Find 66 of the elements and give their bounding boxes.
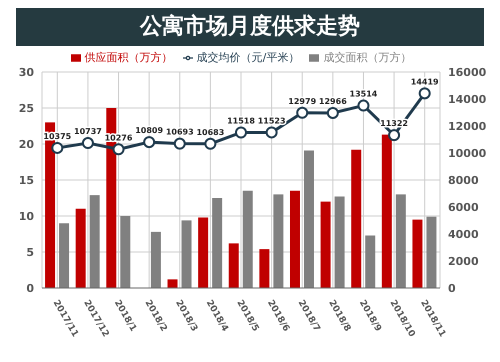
point	[418, 87, 431, 100]
y2-tick-label: 16000	[448, 66, 487, 79]
y2-tick-label: 4000	[448, 228, 479, 241]
y-tick-label: 5	[26, 246, 34, 259]
bar	[320, 202, 331, 288]
point	[296, 106, 308, 119]
bar	[259, 249, 270, 288]
bar	[150, 232, 161, 288]
data-label: 10683	[196, 128, 224, 137]
bar	[351, 150, 362, 288]
point	[235, 126, 247, 139]
y2-tick-label: 0	[448, 282, 456, 295]
bar	[365, 235, 376, 288]
point	[174, 138, 186, 150]
y-tick-label: 10	[18, 210, 34, 223]
y-tick-label: 0	[26, 282, 34, 295]
bar	[212, 198, 222, 288]
data-label: 11523	[258, 116, 286, 126]
point	[143, 136, 156, 148]
y-tick-label: 30	[18, 66, 34, 79]
data-label: 12966	[318, 96, 348, 106]
chart-title: 公寓市场月度供求走势	[16, 8, 484, 46]
legend-label: 供应面积（万方）	[84, 51, 173, 64]
data-label: 12979	[288, 96, 317, 106]
data-label: 13514	[350, 90, 378, 99]
bar	[426, 216, 436, 288]
legend-label: 成交面积（万方）	[323, 51, 412, 64]
y2-tick-label: 12000	[448, 120, 487, 133]
bar	[76, 208, 86, 288]
bar	[334, 196, 345, 288]
data-label: 11518	[227, 116, 256, 126]
bar	[168, 279, 178, 288]
point	[388, 129, 400, 142]
y-tick-label: 15	[18, 174, 34, 187]
bar	[198, 217, 208, 288]
y2-tick-label: 10000	[448, 146, 487, 160]
point	[82, 137, 94, 150]
y-tick-label: 20	[18, 138, 34, 151]
bar	[228, 243, 239, 288]
y2-tick-label: 8000	[448, 174, 479, 187]
point	[112, 143, 125, 156]
y-tick-label: 25	[18, 102, 34, 115]
bar	[304, 150, 314, 288]
data-label: 10809	[135, 126, 164, 136]
data-label: 10693	[166, 128, 194, 137]
bar	[120, 216, 130, 288]
data-label: 14419	[410, 77, 440, 86]
point	[266, 126, 278, 138]
bar	[59, 223, 70, 288]
bar	[382, 134, 392, 288]
point	[51, 142, 64, 154]
y2-tick-label: 14000	[448, 92, 487, 106]
bar	[290, 190, 300, 288]
bar	[242, 190, 253, 288]
legend-label: 成交均价（元/平米）	[196, 51, 300, 64]
bar	[90, 195, 100, 288]
bar	[182, 220, 192, 288]
point	[357, 100, 370, 112]
data-label: 10737	[74, 127, 102, 136]
y2-tick-label: 6000	[448, 200, 479, 214]
point	[204, 138, 216, 150]
y2-tick-label: 2000	[448, 254, 479, 268]
bar	[273, 194, 284, 288]
bar	[412, 220, 422, 288]
bar	[396, 194, 406, 288]
point	[326, 106, 339, 119]
